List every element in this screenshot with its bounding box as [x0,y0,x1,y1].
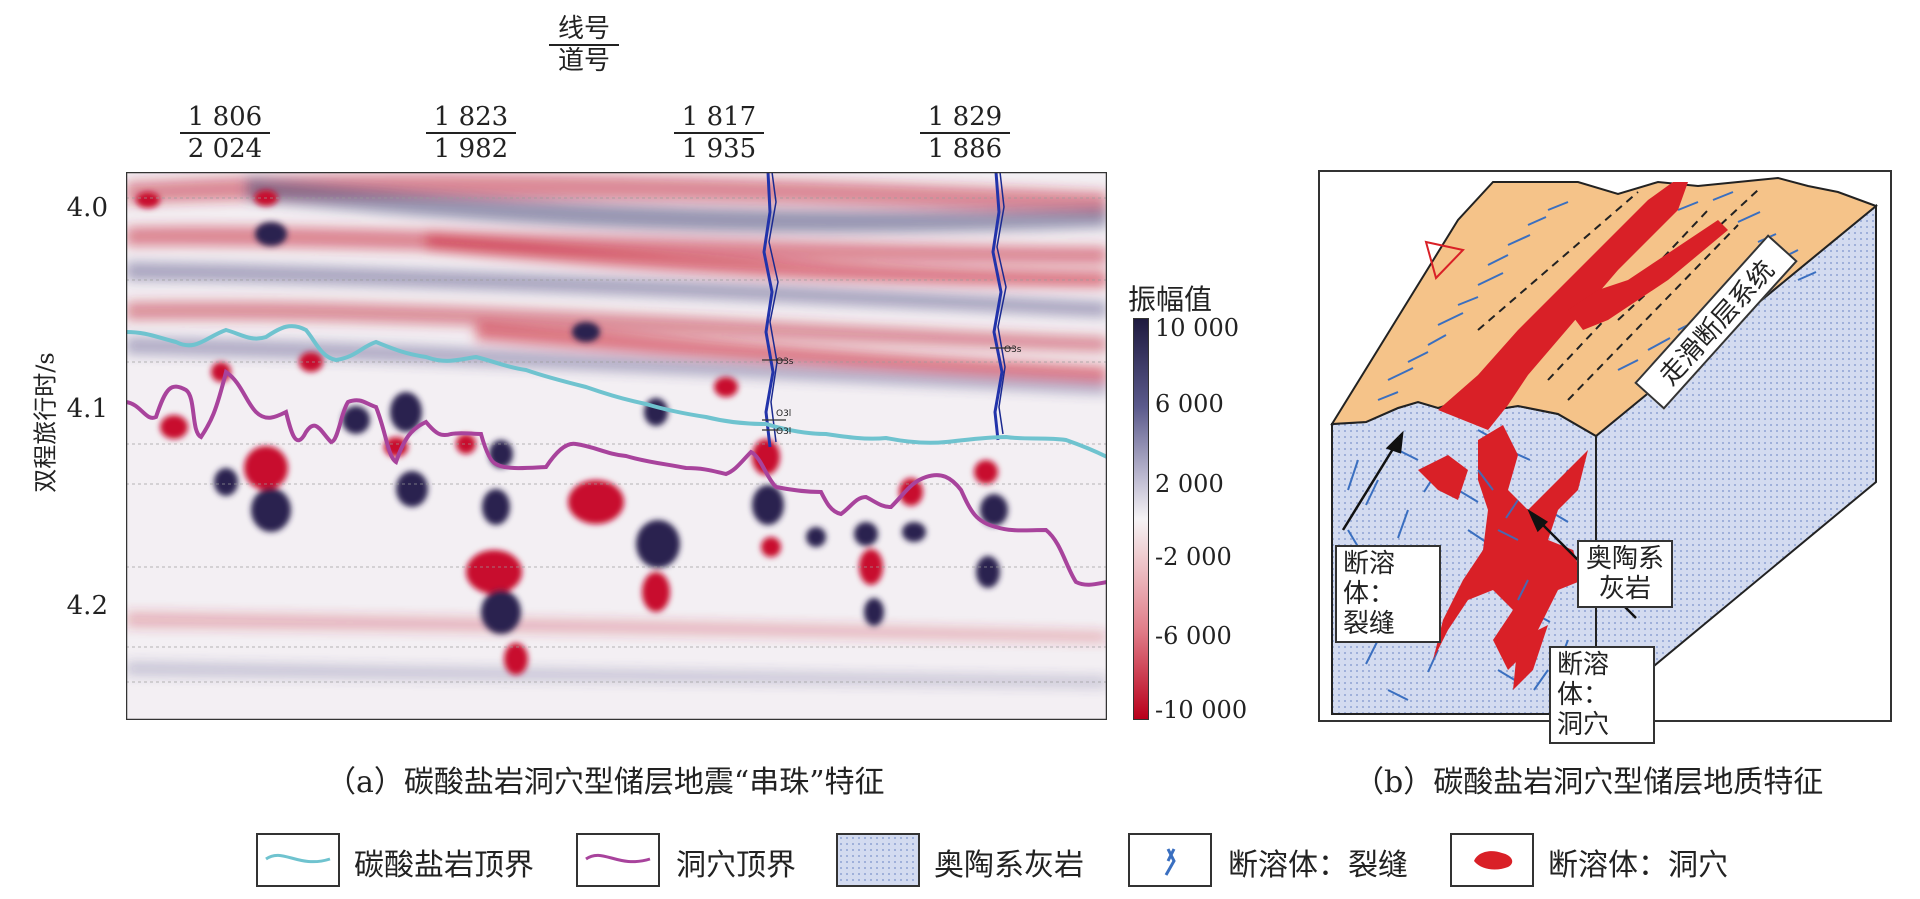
callout-limestone: 奥陶系 灰岩 [1577,540,1673,608]
y-tick-label: 4.2 [66,591,108,621]
legend-label: 洞穴顶界 [676,848,796,883]
colorbar-tick-label: 6 000 [1155,390,1224,418]
legend-label: 奥陶系灰岩 [934,848,1084,883]
colorbar-tick-label: 2 000 [1155,470,1224,498]
seismic-section: O3s O3l O3l O3s [126,172,1107,720]
callout-fracture: 断溶体： 裂缝 [1335,545,1441,643]
y-tick-label: 4.1 [66,394,108,424]
line-trace-header: 线号 道号 [549,14,619,76]
well-marker-label: O3l [776,427,791,437]
legend-swatch-fracture [1128,833,1212,887]
colorbar-title: 振幅值 [1128,283,1213,316]
colorbar [1133,318,1149,720]
trace-label: 1 817 1 935 [674,102,764,164]
caption-b: （b）碳酸盐岩洞穴型储层地质特征 [1354,765,1824,800]
well-marker-label: O3s [776,357,794,367]
legend-label: 碳酸盐岩顶界 [354,848,534,883]
colorbar-tick-label: -2 000 [1155,543,1232,571]
legend-swatch-limestone [836,833,920,887]
legend-swatch-cave [1450,833,1534,887]
callout-cave: 断溶体： 洞穴 [1549,646,1655,744]
trace-header-label: 道号 [557,46,610,76]
well-marker-label: O3l [776,409,791,419]
colorbar-tick-label: 10 000 [1155,314,1239,342]
well-marker-label: O3s [1004,345,1022,355]
colorbar-tick-label: -6 000 [1155,622,1232,650]
trace-label: 1 806 2 024 [180,102,270,164]
trace-label: 1 829 1 886 [920,102,1010,164]
y-tick-label: 4.0 [66,193,108,223]
line-header-label: 线号 [549,14,619,46]
caption-a: （a）碳酸盐岩洞穴型储层地震“串珠”特征 [326,765,885,800]
legend-label: 断溶体：裂缝 [1228,848,1408,883]
legend-swatch-carbonate-top [256,833,340,887]
trace-label: 1 823 1 982 [426,102,516,164]
colorbar-tick-label: -10 000 [1155,696,1248,724]
legend-swatch-cave-top [576,833,660,887]
legend-label: 断溶体：洞穴 [1548,848,1728,883]
